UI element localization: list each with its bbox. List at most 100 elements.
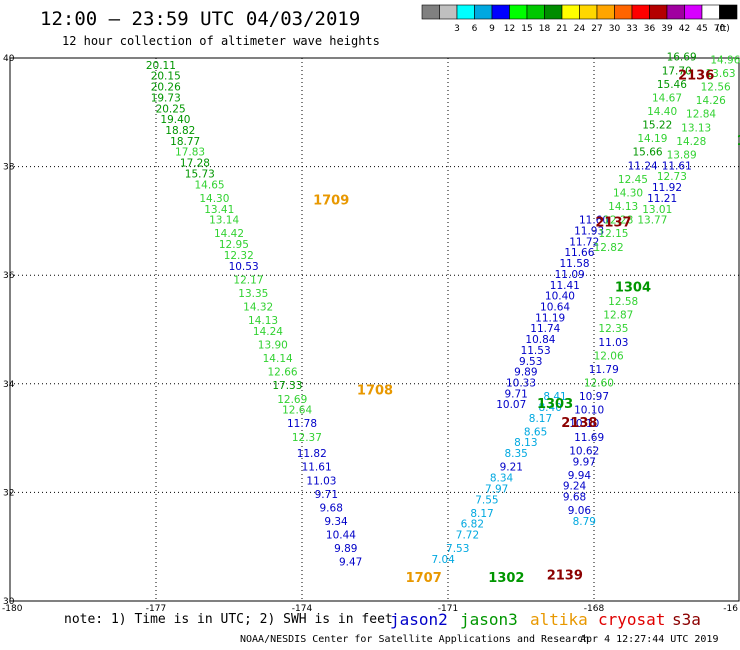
legend-tick-label: 27 — [591, 24, 602, 34]
swh-value-label: 11.69 — [574, 432, 604, 444]
swh-value-label: 16.69 — [667, 52, 697, 64]
swh-value-label: 10.44 — [326, 530, 356, 542]
swh-value-label: 9.94 — [568, 470, 592, 482]
swh-value-label: 8.65 — [524, 426, 547, 438]
legend-tick-label: 24 — [574, 24, 586, 34]
legend-swatch — [719, 4, 738, 20]
swh-value-label: 12.17 — [233, 274, 263, 286]
swh-value-label: 11.19 — [535, 312, 565, 324]
swh-value-label: 13.14 — [209, 215, 239, 227]
swh-value-label: 14.96 — [710, 54, 740, 66]
swh-value-label: 17.28 — [180, 158, 210, 170]
legend-unit: (ft) — [716, 24, 730, 34]
swh-value-label: 20.26 — [151, 82, 181, 94]
legend-tick-label: 45 — [696, 24, 707, 34]
swh-value-label: 12.45 — [618, 174, 648, 186]
time-marker-label: 1303 — [537, 397, 573, 412]
swh-value-label: 14.65 — [195, 179, 225, 191]
swh-value-label: 10.53 — [229, 261, 259, 273]
swh-value-label: 7.55 — [475, 494, 498, 506]
legend-tick-label: 9 — [489, 24, 495, 34]
swh-value-label: 9.06 — [568, 505, 592, 517]
lon-tick-label: -171 — [438, 604, 458, 612]
swh-value-label: 12.58 — [608, 296, 638, 308]
swh-value-label: 9.89 — [514, 367, 537, 379]
swh-value-label: 14.14 — [263, 353, 293, 365]
swh-value-label: 14.40 — [647, 106, 677, 118]
swh-value-label: 13.77 — [637, 215, 667, 227]
swh-value-label: 12.28 — [603, 215, 633, 227]
swh-value-label: 9.71 — [315, 489, 338, 501]
swh-value-label: 12.69 — [277, 394, 307, 406]
swh-value-label: 11.24 — [628, 160, 658, 172]
legend-tick-label: 39 — [661, 24, 673, 34]
swh-value-label: 12.95 — [219, 239, 249, 251]
time-marker-label: 1302 — [488, 571, 524, 586]
swh-value-label: 12.84 — [686, 109, 716, 121]
swh-value-label: 14.26 — [696, 95, 726, 107]
swh-value-label: 13.35 — [238, 288, 268, 300]
swh-value-label: 15.46 — [657, 79, 687, 91]
swh-value-label: 19.40 — [160, 114, 190, 126]
time-marker-label: 1707 — [406, 571, 442, 586]
swh-value-label: 11.78 — [287, 418, 317, 430]
footer-credit: NOAA/NESDIS Center for Satellite Applica… — [240, 634, 590, 645]
swh-value-label: 11.72 — [569, 236, 599, 248]
swh-value-label: 13.63 — [706, 68, 736, 80]
swh-value-label: 8.13 — [514, 437, 537, 449]
swh-value-label: 11.03 — [306, 475, 336, 487]
swh-value-label: 14.19 — [637, 133, 667, 145]
swh-value-label: 13.01 — [642, 204, 672, 216]
swh-value-label: 10.97 — [579, 391, 609, 403]
swh-value-label: 11.58 — [560, 258, 590, 270]
swh-value-label: 14.13 — [248, 315, 278, 327]
mission-jason2: jason2 — [390, 610, 448, 629]
swh-value-label: 8.40 — [539, 402, 562, 414]
swh-value-label: 9.53 — [519, 356, 542, 368]
swh-value-label: 12.15 — [598, 228, 628, 240]
mission-altika: altika — [530, 610, 588, 629]
swh-value-label: 14.24 — [253, 326, 283, 338]
swh-value-label: 7.72 — [456, 530, 479, 542]
legend-tick-label: 18 — [539, 24, 551, 34]
lon-tick-label: -16 — [723, 604, 738, 612]
swh-value-label: 15.73 — [185, 168, 215, 180]
legend-tick-label: 3 — [454, 24, 460, 34]
swh-value-label: 14.67 — [652, 92, 682, 104]
swh-value-label: 15.66 — [633, 147, 663, 159]
swh-value-label: 11.09 — [555, 269, 585, 281]
legend-tick-label: 33 — [626, 24, 637, 34]
swh-value-label: 12.35 — [598, 323, 628, 335]
time-marker-label: 2139 — [547, 568, 583, 583]
swh-value-label: 12.73 — [657, 171, 687, 183]
swh-value-label: 18.77 — [170, 136, 200, 148]
swh-value-label: 8.79 — [573, 516, 596, 528]
swh-value-label: 11.93 — [574, 225, 604, 237]
swh-value-label: 13.90 — [258, 340, 288, 352]
lat-tick-label: 34 — [3, 380, 15, 390]
swh-value-label: 9.97 — [573, 456, 596, 468]
swh-value-label: 9.71 — [504, 388, 527, 400]
swh-value-label: 7.53 — [446, 543, 469, 555]
swh-value-label: 9.21 — [500, 462, 523, 474]
legend-tick-label: 15 — [521, 24, 532, 34]
swh-value-label: 17.33 — [272, 380, 302, 392]
time-marker-label: 2136 — [678, 69, 714, 84]
swh-value-label: 17.70 — [662, 65, 692, 77]
swh-value-label: 13.41 — [204, 204, 234, 216]
swh-value-label: 7.04 — [431, 554, 455, 566]
lon-tick-label: -177 — [146, 604, 166, 612]
lat-tick-label: 30 — [3, 597, 15, 607]
lon-tick-label: -180 — [2, 604, 23, 612]
swh-value-label: 9.47 — [339, 557, 362, 569]
swh-value-label: 11.03 — [598, 337, 628, 349]
map-frame — [9, 57, 740, 602]
page-title: 12:00 – 23:59 UTC 04/03/2019 — [40, 8, 361, 30]
swh-value-label: 10.64 — [540, 301, 570, 313]
swh-value-label: 13.89 — [667, 149, 697, 161]
swh-value-label: 14.32 — [243, 301, 273, 313]
swh-value-label: 20.15 — [151, 71, 181, 83]
lat-tick-label: 32 — [3, 488, 14, 498]
swh-value-label: 8.17 — [470, 508, 493, 520]
swh-value-label: 8.35 — [504, 448, 527, 460]
